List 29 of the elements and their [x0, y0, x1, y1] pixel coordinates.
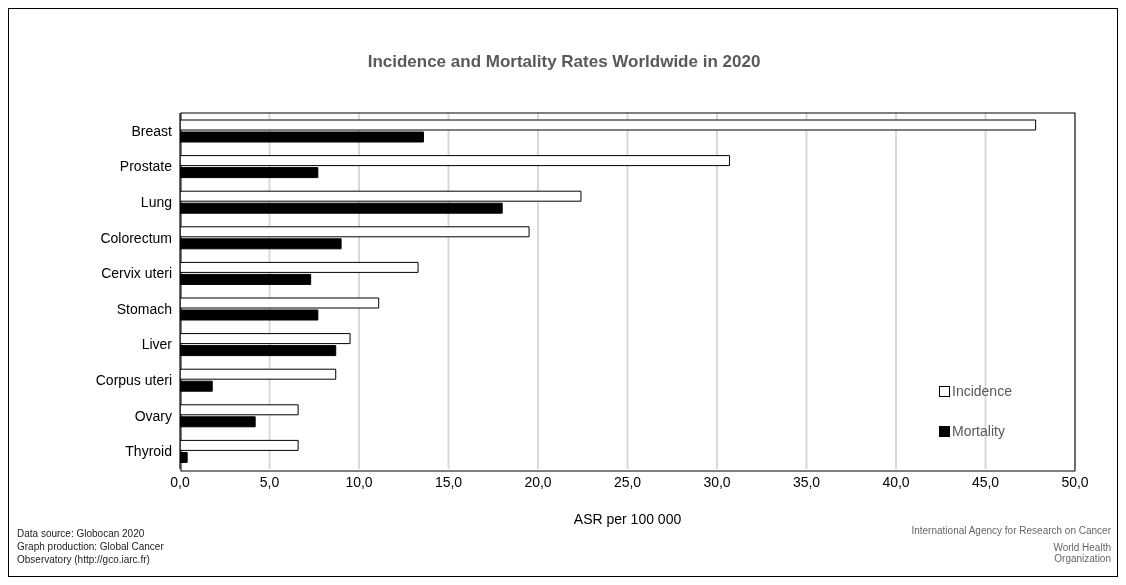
- x-tick-label: 10,0: [345, 473, 373, 490]
- x-axis-title: ASR per 100 000: [573, 511, 682, 527]
- source-note: Data source: Globocan 2020: [17, 527, 146, 540]
- y-tick-label: Cervix uteri: [101, 265, 172, 282]
- text: World Health Organization: [1052, 542, 1111, 564]
- y-tick-label: Liver: [141, 336, 173, 353]
- y-tick-label: Thyroid: [125, 443, 172, 460]
- x-tick-label: 30,0: [703, 473, 731, 490]
- x-tick-label: 0,0: [170, 473, 190, 490]
- y-tick-label: Lung: [140, 193, 172, 210]
- text: Graph production: Global Cancer Observatory (http://gco.iarc.fr): [17, 540, 165, 566]
- x-tick-label: 15,0: [434, 473, 463, 490]
- x-tick-label: 25,0: [613, 473, 642, 490]
- x-tick-label: 20,0: [524, 473, 552, 490]
- text: International Agency for Research on Cancer: [911, 525, 1111, 536]
- chart-title: Incidence and Mortality Rates Worldwide in 2020: [366, 52, 762, 72]
- x-tick-label: 45,0: [971, 473, 1000, 490]
- y-tick-label: Stomach: [116, 300, 172, 317]
- y-tick-label: Ovary: [134, 407, 172, 424]
- legend-label: Mortality: [952, 423, 1005, 439]
- x-tick-label: 35,0: [792, 473, 821, 490]
- y-tick-label: Colorectum: [100, 229, 172, 246]
- legend-label: Incidence: [952, 383, 1012, 399]
- y-tick-label: Corpus uteri: [95, 371, 172, 388]
- x-tick-label: 5,0: [259, 473, 280, 490]
- x-tick-label: 50,0: [1061, 473, 1089, 490]
- y-tick-label: Prostate: [119, 158, 173, 175]
- y-tick-label: Breast: [131, 122, 173, 139]
- x-tick-label: 40,0: [882, 473, 910, 490]
